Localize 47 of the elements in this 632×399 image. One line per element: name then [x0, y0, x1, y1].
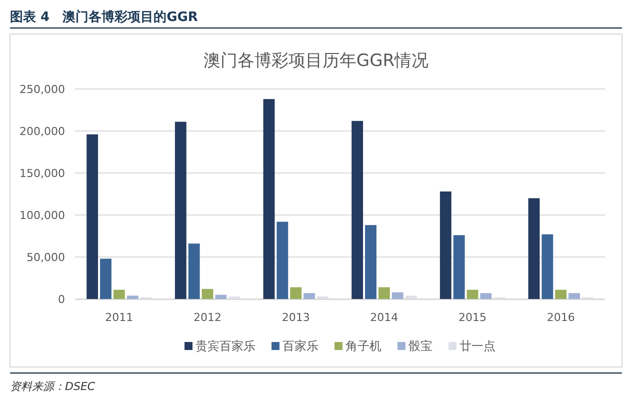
bar [263, 99, 275, 299]
bar [528, 198, 540, 299]
legend-label: 廿一点 [460, 339, 496, 353]
bar [555, 290, 567, 299]
y-tick-label: 200,000 [20, 125, 65, 138]
bar [113, 290, 125, 299]
bar [215, 294, 227, 299]
x-tick-label: 2013 [282, 311, 310, 324]
y-tick-label: 250,000 [20, 83, 65, 96]
x-tick-label: 2011 [105, 311, 134, 324]
chart-subtitle: 澳门各博彩项目历年GGR情况 [203, 51, 429, 71]
bar [440, 191, 452, 299]
x-tick-label: 2012 [194, 311, 222, 324]
legend-label: 贵宾百家乐 [196, 339, 256, 353]
bar [276, 222, 288, 299]
bar [405, 296, 417, 299]
bar [202, 288, 214, 299]
legend-label: 百家乐 [282, 339, 318, 353]
legend-label: 角子机 [346, 339, 382, 353]
bar [480, 293, 492, 299]
bar [378, 287, 390, 299]
y-tick-label: 150,000 [20, 167, 65, 180]
text: 资料来源：DSEC [10, 380, 96, 393]
bar [188, 244, 200, 299]
bar [453, 235, 465, 299]
bar [174, 122, 186, 299]
x-tick-label: 2016 [546, 311, 575, 324]
bar [86, 134, 98, 299]
bar [392, 292, 404, 299]
x-tick-label: 2015 [458, 311, 486, 324]
x-tick-label: 2014 [370, 311, 398, 324]
bar [228, 296, 240, 299]
bar [290, 287, 302, 299]
y-tick-label: 0 [58, 293, 65, 306]
legend-label: 骰宝 [408, 339, 432, 353]
bar [100, 258, 112, 299]
bar [126, 296, 138, 299]
bar [352, 120, 364, 299]
bar [316, 296, 328, 299]
y-tick-label: 100,000 [20, 209, 65, 222]
bar [542, 234, 554, 299]
y-tick-label: 50,000 [26, 251, 65, 264]
chart-title: 图表 4 澳门各博彩项目的GGR [10, 9, 198, 25]
bar [568, 293, 580, 299]
bar [466, 290, 478, 299]
bar [304, 293, 315, 299]
bar [365, 225, 376, 299]
